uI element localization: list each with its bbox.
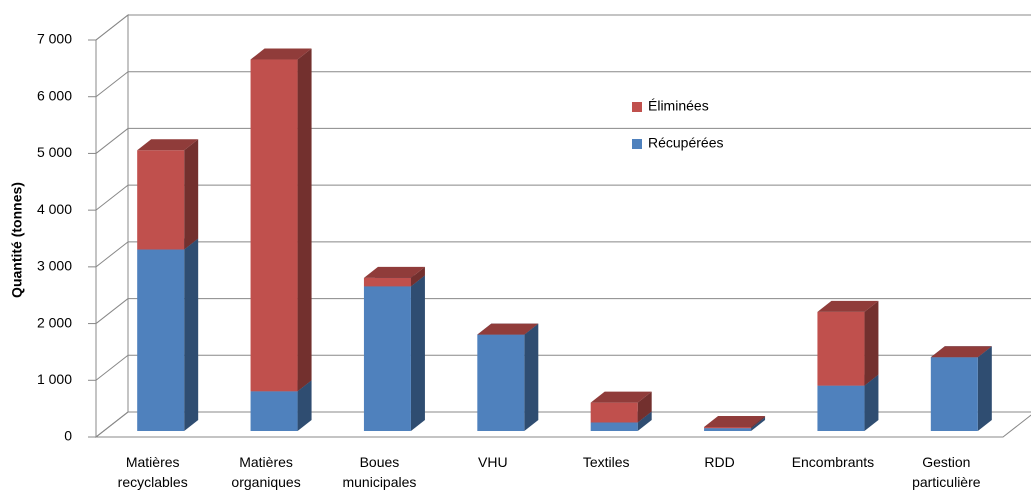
bar-side	[977, 346, 992, 431]
bar-side	[637, 391, 652, 423]
y-tick-label: 7 000	[37, 31, 72, 47]
y-axis-label: Quantité (tonnes)	[9, 182, 25, 298]
bar	[363, 277, 411, 287]
grid-line	[95, 71, 129, 98]
bar	[930, 357, 978, 431]
y-tick-label: 2 000	[37, 314, 72, 330]
grid-line	[95, 354, 129, 381]
bar	[137, 150, 185, 250]
grid-line	[95, 241, 129, 268]
bar	[137, 249, 185, 431]
bar-side	[297, 380, 312, 431]
y-tick-label: 1 000	[37, 371, 72, 387]
floor	[94, 411, 1031, 438]
grid-line	[95, 298, 129, 324]
legend-swatch	[632, 139, 642, 149]
legend-swatch	[632, 102, 642, 112]
bar-side	[297, 48, 312, 392]
y-tick-label: 5 000	[37, 144, 72, 160]
y-tick-label: 0	[64, 428, 72, 444]
grid-line	[95, 411, 129, 438]
bar	[363, 286, 411, 431]
back-wall	[95, 13, 129, 439]
bar-top	[590, 391, 652, 403]
bar	[704, 427, 752, 429]
x-tick-label: VHU	[478, 454, 508, 470]
x-tick-label: RDD	[704, 454, 735, 470]
x-tick-label: Matières organiques	[231, 454, 301, 490]
bar	[477, 334, 525, 431]
y-tick-label: 3 000	[37, 258, 72, 274]
x-tick-label: Matières recyclables	[117, 454, 188, 490]
y-tick-label: 6 000	[37, 87, 72, 103]
bar	[817, 385, 865, 431]
bar	[250, 59, 298, 392]
bar-side	[410, 275, 425, 431]
bar-top	[363, 266, 425, 278]
bar-top	[930, 346, 992, 358]
bar-side	[410, 266, 425, 287]
bar-top	[477, 323, 539, 335]
bar-top	[250, 48, 312, 60]
bar	[250, 391, 298, 431]
bar-side	[751, 417, 766, 431]
bar-side	[864, 374, 879, 431]
y-tick-label: 4 000	[37, 201, 72, 217]
x-tick-label: Encombrants	[791, 454, 875, 470]
x-tick-label: Boues municipales	[342, 454, 417, 490]
bar	[704, 428, 752, 431]
grid-line	[95, 128, 129, 154]
grid-line	[95, 14, 129, 41]
grid-line	[95, 184, 129, 211]
bar-top	[137, 139, 199, 151]
legend-label: Récupérées	[648, 135, 724, 151]
bar	[817, 311, 865, 386]
bar-side	[637, 411, 652, 431]
bar-top	[817, 300, 879, 312]
bar	[590, 422, 638, 431]
bar-top	[704, 416, 766, 428]
bar-side	[751, 416, 766, 429]
bar-side	[864, 300, 879, 386]
x-tick-label: Gestion particulière	[912, 454, 981, 490]
bar-side	[184, 139, 199, 250]
x-tick-label: Textiles	[582, 454, 630, 470]
bar-side	[524, 323, 539, 431]
legend-label: Éliminées	[648, 98, 709, 114]
bar	[590, 402, 638, 423]
bar-side	[184, 238, 199, 431]
